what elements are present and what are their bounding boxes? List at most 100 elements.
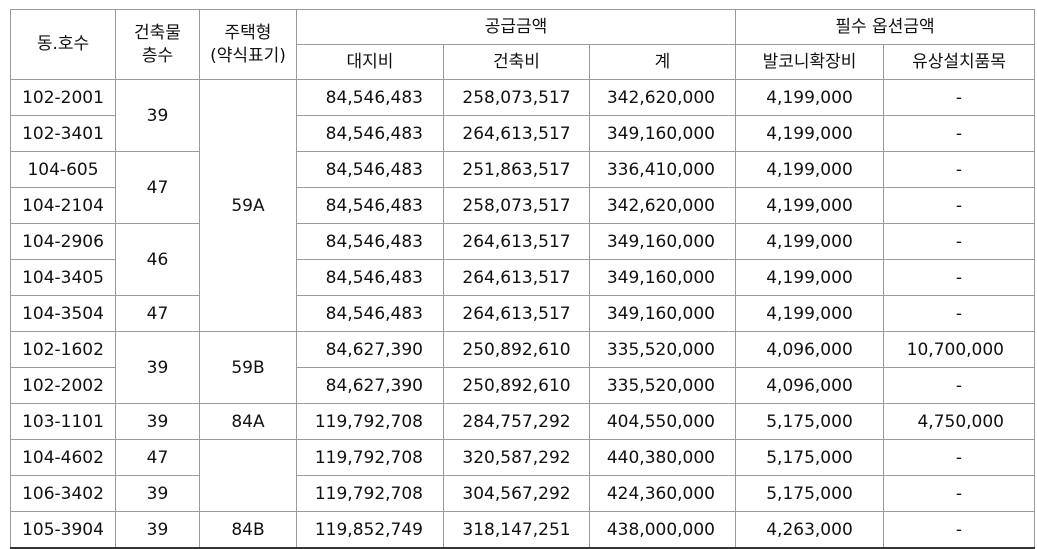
total-cell: 349,160,000 [589,259,736,296]
total-cell: 349,160,000 [589,115,736,152]
total-cell: 404,550,000 [589,403,736,440]
land-cell: 84,546,483 [296,187,444,224]
land-cell: 84,546,483 [296,259,444,296]
table-row: 103-1101 39 84A 119,792,708 284,757,292 … [10,403,1035,440]
table-row: 104-4602 47 119,792,708 320,587,292 440,… [10,439,1035,512]
table-row: 104-605 47 84,546,483 251,863,517 336,41… [10,151,1035,224]
floors-cell: 39 [115,331,200,404]
unit-cell: 104-3405 [10,259,116,296]
balcony-cell: 4,199,000 [735,259,884,296]
balcony-cell: 4,096,000 [735,367,884,404]
type-cell: 59A [199,79,297,332]
total-cell: 336,410,000 [589,151,736,188]
header-total: 계 [589,44,736,80]
header-floors: 건축물 층수 [115,9,200,80]
paid-cell: 10,700,000 [883,331,1035,368]
building-cell: 320,587,292 [443,439,590,476]
header-land: 대지비 [296,44,444,80]
balcony-cell: 4,199,000 [735,187,884,224]
total-cell: 438,000,000 [589,511,736,549]
header-paid-items: 유상설치품목 [883,44,1035,80]
land-cell: 84,546,483 [296,151,444,188]
type-cell: 59B [199,331,297,404]
unit-cell: 102-1602 [10,331,116,368]
paid-cell: - [883,151,1035,188]
paid-cell: - [883,367,1035,404]
building-cell: 258,073,517 [443,79,590,116]
table-row: 104-2104 84,546,483 258,073,517 342,620,… [10,187,1035,224]
type-cell: 84B [199,511,297,549]
paid-cell: - [883,295,1035,332]
balcony-cell: 5,175,000 [735,403,884,440]
table-row: 104-3504 47 84,546,483 264,613,517 349,1… [10,295,1035,332]
paid-cell: 4,750,000 [883,403,1035,440]
total-cell: 349,160,000 [589,223,736,260]
price-table: 동.호수 건축물 층수 주택형 (약식표기) 공급금액 필수 옵션금액 대지비 … [10,9,1035,549]
building-cell: 264,613,517 [443,115,590,152]
floors-cell: 39 [115,79,200,152]
balcony-cell: 5,175,000 [735,475,884,512]
unit-cell: 102-2001 [10,79,116,116]
balcony-cell: 4,199,000 [735,223,884,260]
paid-cell: - [883,79,1035,116]
unit-cell: 103-1101 [10,403,116,440]
land-cell: 84,546,483 [296,115,444,152]
building-cell: 318,147,251 [443,511,590,549]
unit-cell: 104-3504 [10,295,116,332]
unit-cell: 104-2906 [10,223,116,260]
unit-cell: 104-4602 [10,439,116,476]
header-floors-line2: 층수 [141,45,174,66]
unit-cell: 105-3904 [10,511,116,549]
land-cell: 119,792,708 [296,475,444,512]
header-type: 주택형 (약식표기) [199,9,297,80]
land-cell: 84,546,483 [296,79,444,116]
building-cell: 250,892,610 [443,367,590,404]
balcony-cell: 4,199,000 [735,151,884,188]
land-cell: 119,792,708 [296,403,444,440]
total-cell: 335,520,000 [589,331,736,368]
header-floors-line1: 건축물 [134,22,181,43]
floors-cell: 47 [115,295,200,332]
table-row: 104-2906 46 84,546,483 264,613,517 349,1… [10,223,1035,296]
unit-cell: 104-605 [10,151,116,188]
building-cell: 250,892,610 [443,331,590,368]
land-cell: 84,546,483 [296,295,444,332]
table-row: 106-3402 39 119,792,708 304,567,292 424,… [10,475,1035,512]
unit-cell: 104-2104 [10,187,116,224]
balcony-cell: 5,175,000 [735,439,884,476]
building-cell: 258,073,517 [443,187,590,224]
table-row: 102-2001 39 59A 84,546,483 258,073,517 3… [10,79,1035,332]
unit-cell: 102-3401 [10,115,116,152]
balcony-cell: 4,199,000 [735,115,884,152]
balcony-cell: 4,199,000 [735,79,884,116]
table-row: 102-3401 84,546,483 264,613,517 349,160,… [10,115,1035,152]
unit-cell: 102-2002 [10,367,116,404]
floors-cell: 39 [115,475,200,512]
floors-cell: 47 [115,439,200,476]
paid-cell: - [883,511,1035,549]
paid-cell: - [883,115,1035,152]
header-type-line1: 주택형 [224,22,272,43]
land-cell: 119,852,749 [296,511,444,549]
paid-cell: - [883,187,1035,224]
table-row: 105-3904 39 84B 119,852,749 318,147,251 … [10,511,1035,549]
table-row: 102-2002 84,627,390 250,892,610 335,520,… [10,367,1035,404]
table-row: 102-1602 39 59B 84,627,390 250,892,610 3… [10,331,1035,404]
header-type-line2: (약식표기) [210,45,286,66]
building-cell: 264,613,517 [443,259,590,296]
header-building: 건축비 [443,44,590,80]
header-supply: 공급금액 [296,9,736,45]
building-cell: 304,567,292 [443,475,590,512]
building-cell: 264,613,517 [443,223,590,260]
balcony-cell: 4,096,000 [735,331,884,368]
land-cell: 84,627,390 [296,367,444,404]
header-balcony: 발코니확장비 [735,44,884,80]
total-cell: 335,520,000 [589,367,736,404]
table-row: 104-3405 84,546,483 264,613,517 349,160,… [10,259,1035,296]
total-cell: 424,360,000 [589,475,736,512]
paid-cell: - [883,223,1035,260]
floors-cell: 46 [115,223,200,296]
floors-cell: 47 [115,151,200,224]
land-cell: 119,792,708 [296,439,444,476]
land-cell: 84,627,390 [296,331,444,368]
